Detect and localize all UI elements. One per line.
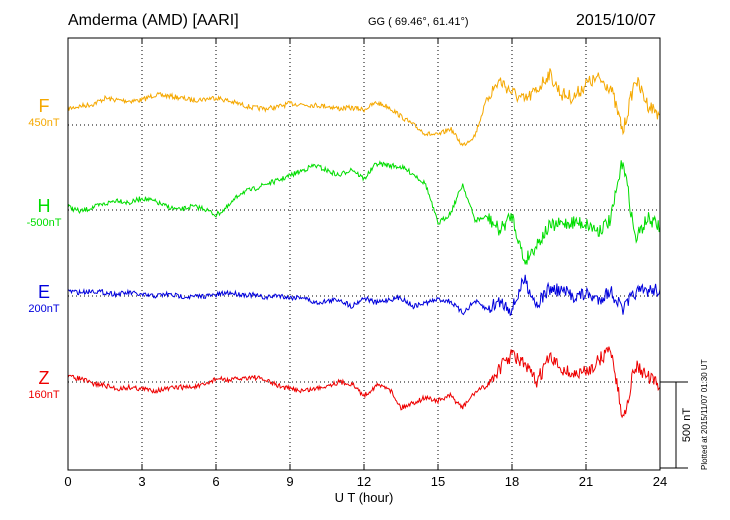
x-tick-label-15: 15 — [431, 474, 445, 489]
scale-bar-label: 500 nT — [681, 408, 693, 443]
channel-baseline-h: -500nT — [26, 217, 62, 229]
trace-z — [67, 346, 661, 419]
x-tick-label-24: 24 — [653, 474, 667, 489]
channel-name-h: H — [37, 196, 51, 216]
channel-baseline-z: 160nT — [28, 389, 60, 401]
channel-label-z: Z 160nT — [14, 368, 74, 402]
channel-name-z: Z — [38, 368, 50, 388]
x-tick-label-0: 0 — [64, 474, 71, 489]
channel-baseline-e: 200nT — [28, 303, 60, 315]
data-traces — [67, 68, 661, 419]
station-title: Amderma (AMD) [AARI] — [68, 12, 239, 29]
channel-baselines — [68, 124, 660, 383]
channel-label-e: E 200nT — [14, 282, 74, 316]
x-tick-label-6: 6 — [212, 474, 219, 489]
channel-label-h: H -500nT — [14, 196, 74, 230]
x-tick-label-12: 12 — [357, 474, 371, 489]
grid-lines — [141, 38, 587, 470]
x-tick-label-21: 21 — [579, 474, 593, 489]
scale-bar: 500 nT — [660, 381, 693, 469]
x-tick-label-3: 3 — [138, 474, 145, 489]
x-tick-label-9: 9 — [286, 474, 293, 489]
trace-f — [67, 68, 660, 147]
channel-baseline-f: 450nT — [28, 117, 60, 129]
x-axis: 0 3 6 9 12 15 18 21 24 — [64, 38, 667, 489]
channel-name-e: E — [37, 282, 50, 302]
trace-h — [67, 160, 661, 265]
channel-name-f: F — [38, 96, 50, 116]
x-tick-label-18: 18 — [505, 474, 519, 489]
chart-date: 2015/10/07 — [576, 12, 657, 29]
channel-label-f: F 450nT — [14, 96, 74, 130]
geographic-coords: GG ( 69.46°, 61.41°) — [368, 16, 469, 28]
plot-timestamp: Plotted at 2015/11/07 01:30 UT — [700, 359, 709, 470]
x-axis-label: U T (hour) — [335, 490, 394, 505]
trace-e — [67, 274, 661, 317]
